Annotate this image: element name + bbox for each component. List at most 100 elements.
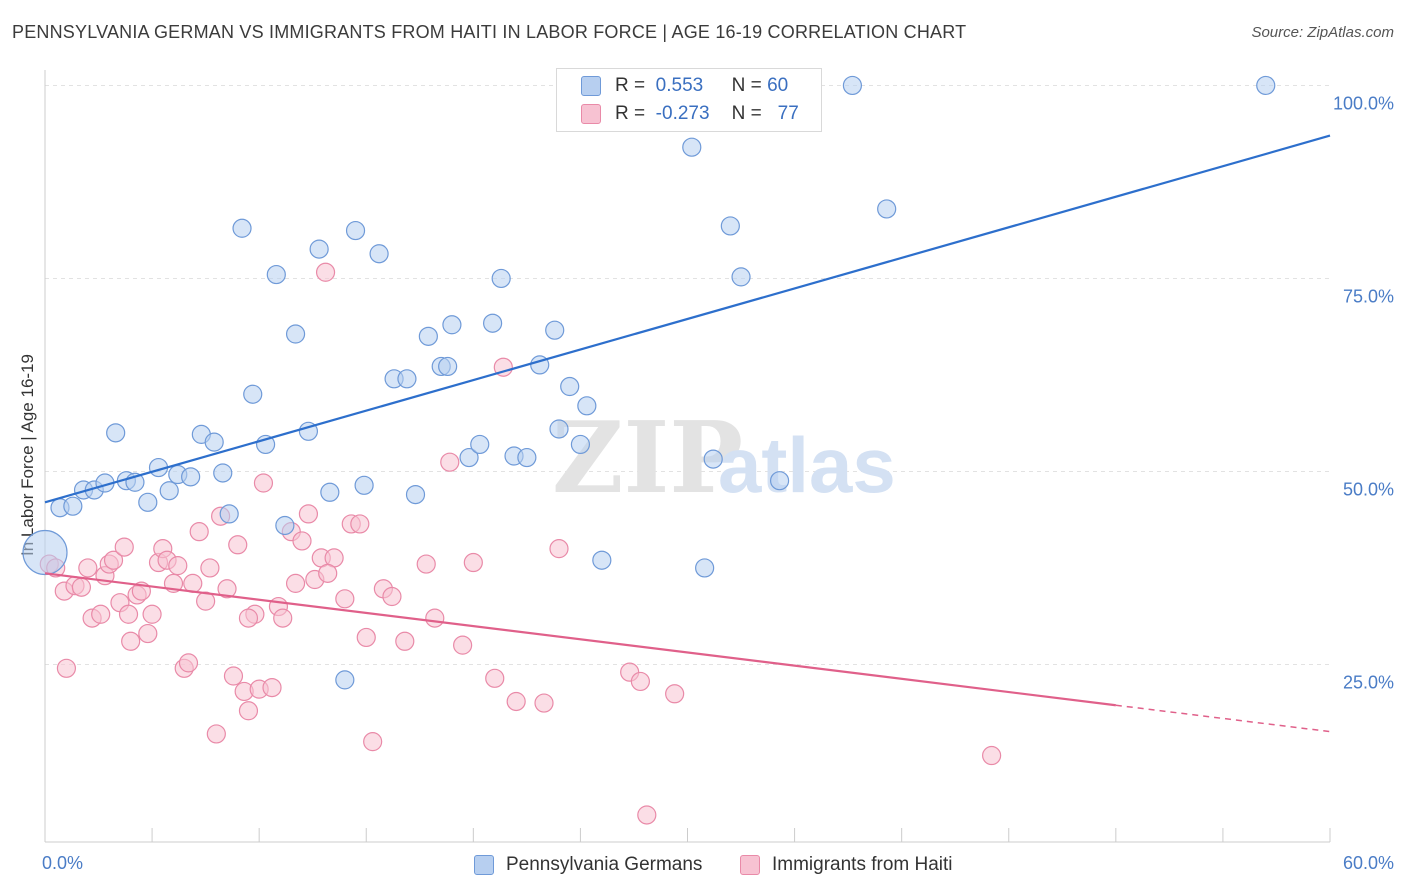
point-haiti xyxy=(350,514,370,534)
point-haiti xyxy=(506,691,526,712)
point-pagerman xyxy=(549,419,569,439)
point-haiti xyxy=(425,608,445,628)
point-pagerman xyxy=(405,485,426,505)
point-haiti xyxy=(395,631,415,651)
point-pagerman xyxy=(560,376,580,397)
legend-n-value: 60 xyxy=(767,75,789,96)
point-haiti xyxy=(114,537,134,557)
point-pagerman xyxy=(320,482,340,502)
point-haiti xyxy=(298,504,319,524)
legend-swatch-blue xyxy=(581,76,601,96)
point-haiti xyxy=(665,684,685,704)
point-haiti xyxy=(285,573,306,593)
point-pagerman xyxy=(219,504,239,524)
series-haiti-points xyxy=(39,262,1002,825)
bottom-legend-pagerman: Pennsylvania Germans xyxy=(474,852,702,878)
point-pagerman xyxy=(459,447,479,468)
point-haiti xyxy=(534,693,554,713)
correlation-legend: R = 0.553 N = 60 R = -0.273 N = 77 xyxy=(556,68,822,132)
point-pagerman xyxy=(63,496,83,516)
point-pagerman xyxy=(309,239,329,259)
point-haiti xyxy=(142,604,162,624)
point-pagerman xyxy=(483,313,503,333)
point-pagerman xyxy=(731,267,751,287)
point-haiti xyxy=(485,668,505,688)
bottom-legend-haiti: Immigrants from Haiti xyxy=(740,852,953,878)
point-pagerman xyxy=(1256,75,1276,96)
point-pagerman xyxy=(397,369,417,389)
x-tick-label: 0.0% xyxy=(42,853,83,873)
point-pagerman xyxy=(682,137,702,157)
point-pagerman xyxy=(418,326,438,346)
point-pagerman xyxy=(470,434,490,455)
point-haiti xyxy=(630,671,650,692)
trend-line-haiti xyxy=(44,572,1116,707)
bottom-legend-swatch-blue xyxy=(474,855,494,875)
point-pagerman xyxy=(275,515,295,536)
bottom-legend-label: Immigrants from Haiti xyxy=(772,854,953,875)
point-pagerman xyxy=(232,218,252,238)
legend-r-label: R = xyxy=(615,103,646,124)
point-haiti xyxy=(56,658,77,678)
point-pagerman xyxy=(577,396,597,416)
point-haiti xyxy=(178,653,199,673)
source-label: Source: ZipAtlas.com xyxy=(1251,24,1394,41)
point-pagerman xyxy=(703,449,723,469)
point-haiti xyxy=(71,577,92,597)
y-tick-label: 50.0% xyxy=(1343,479,1394,499)
trend-line-pagerman xyxy=(44,134,1331,504)
legend-row-pagerman: R = 0.553 N = 60 xyxy=(581,73,788,99)
point-haiti xyxy=(223,666,244,686)
legend-r-label: R = xyxy=(615,75,646,96)
legend-n-label: N = xyxy=(731,103,762,124)
point-haiti xyxy=(292,531,312,551)
point-pagerman xyxy=(243,384,263,404)
point-pagerman xyxy=(438,356,458,377)
point-pagerman xyxy=(159,481,179,501)
trend-lines xyxy=(44,134,1331,733)
point-haiti xyxy=(335,589,355,609)
point-haiti xyxy=(238,701,259,721)
point-pagerman xyxy=(695,558,715,578)
point-haiti xyxy=(228,535,248,555)
point-haiti xyxy=(982,745,1002,766)
point-haiti xyxy=(416,554,436,574)
point-haiti xyxy=(549,539,569,559)
point-haiti xyxy=(91,604,111,624)
point-pagerman xyxy=(204,432,224,452)
legend-row-haiti: R = -0.273 N = 77 xyxy=(581,101,799,127)
point-haiti xyxy=(253,473,274,493)
point-pagerman xyxy=(369,244,389,264)
point-pagerman xyxy=(213,463,233,483)
point-pagerman xyxy=(266,264,286,285)
x-tick-label: 60.0% xyxy=(1343,853,1394,873)
point-pagerman xyxy=(877,199,897,219)
legend-n-value: 77 xyxy=(777,103,799,124)
point-pagerman xyxy=(335,670,355,690)
point-pagerman xyxy=(22,529,68,576)
x-tick-labels: 0.0% 60.0% xyxy=(42,853,1394,873)
point-haiti xyxy=(440,452,460,472)
point-haiti xyxy=(273,608,293,628)
point-pagerman xyxy=(842,75,863,96)
point-pagerman xyxy=(592,550,612,570)
series-pagerman-points xyxy=(22,75,1276,690)
point-pagerman xyxy=(570,434,591,455)
y-tick-label: 100.0% xyxy=(1333,93,1394,113)
legend-swatch-pink xyxy=(581,104,601,124)
point-pagerman xyxy=(106,423,126,443)
point-haiti xyxy=(78,558,98,578)
point-pagerman xyxy=(545,320,565,340)
point-pagerman xyxy=(769,471,790,491)
point-haiti xyxy=(315,262,336,282)
legend-r-value: 0.553 xyxy=(655,75,704,96)
axes xyxy=(44,70,1331,843)
point-pagerman xyxy=(181,467,201,487)
point-haiti xyxy=(318,563,338,583)
point-haiti xyxy=(206,724,226,744)
gridlines xyxy=(45,84,1330,665)
point-haiti xyxy=(382,586,402,607)
point-pagerman xyxy=(517,447,537,468)
point-pagerman xyxy=(442,315,462,335)
